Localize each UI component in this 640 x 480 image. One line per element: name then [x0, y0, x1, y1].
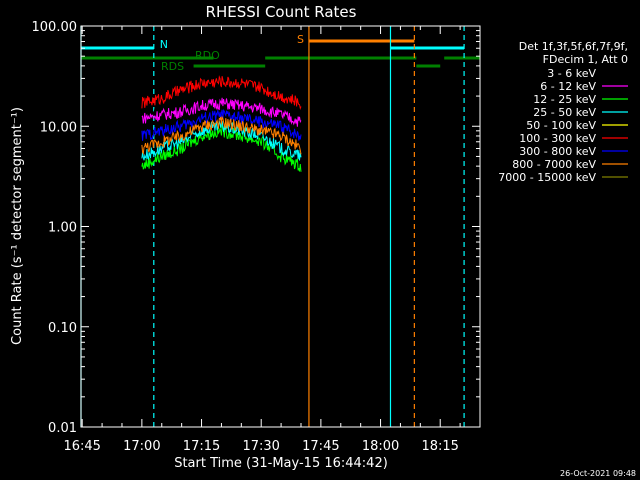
x-axis-ticks: 16:45 17:00 17:15 17:30 17:45 18:00 18:15 [63, 26, 481, 454]
data-series-group [141, 75, 302, 172]
y-tick-label: 100.00 [32, 20, 78, 35]
legend-entry-label: 3 - 6 keV [547, 67, 596, 80]
chart-title: RHESSI Count Rates [206, 3, 357, 21]
flag-label: S [297, 33, 304, 46]
series-line [141, 75, 302, 111]
flag-label: RDS [161, 60, 184, 73]
legend-entry-label: 100 - 300 keV [519, 132, 596, 145]
series-line [141, 124, 302, 172]
legend-header-line-1: Det 1f,3f,5f,6f,7f,9f, [519, 40, 628, 53]
legend-header-line-2: FDecim 1, Att 0 [543, 53, 628, 66]
legend-entry-label: 12 - 25 keV [533, 93, 596, 106]
y-tick-label: 0.01 [48, 421, 77, 436]
legend-entry-label: 25 - 50 keV [533, 106, 596, 119]
legend-entry-label: 800 - 7000 keV [512, 158, 596, 171]
flag-label: N [160, 38, 168, 51]
y-axis-ticks: 0.01 0.10 1.00 10.00 100.00 [32, 20, 480, 436]
y-axis-label: Count Rate (s⁻¹ detector segment⁻¹) [10, 107, 25, 345]
y-tick-label: 1.00 [48, 221, 77, 236]
x-tick-label: 17:45 [302, 439, 339, 454]
legend: Det 1f,3f,5f,6f,7f,9f, FDecim 1, Att 0 3… [498, 40, 628, 184]
series-line [141, 108, 302, 141]
legend-entry-label: 7000 - 15000 keV [498, 171, 596, 184]
flag-label: RDO [195, 49, 220, 62]
series-line [141, 115, 302, 155]
footer-timestamp: 26-Oct-2021 09:48 [560, 469, 636, 478]
y-tick-label: 0.10 [48, 321, 77, 336]
legend-entry-label: 300 - 800 keV [519, 145, 596, 158]
instrument-flag-bars: N S RDO RDS [81, 33, 480, 73]
x-tick-label: 17:15 [183, 439, 220, 454]
x-axis-label: Start Time (31-May-15 16:44:42) [174, 456, 388, 471]
x-tick-label: 18:15 [421, 439, 458, 454]
legend-entry-label: 6 - 12 keV [540, 80, 596, 93]
series-line [141, 97, 302, 127]
y-tick-label: 10.00 [40, 120, 77, 135]
legend-entry-label: 50 - 100 keV [526, 119, 596, 132]
x-tick-label: 17:30 [242, 439, 279, 454]
x-tick-label: 17:00 [123, 439, 160, 454]
x-tick-label: 18:00 [362, 439, 399, 454]
x-tick-label: 16:45 [63, 439, 100, 454]
